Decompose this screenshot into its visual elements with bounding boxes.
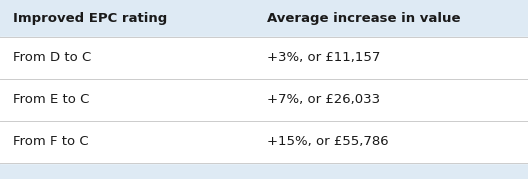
Text: Average increase in value: Average increase in value — [267, 12, 460, 25]
Text: +3%, or £11,157: +3%, or £11,157 — [267, 51, 380, 64]
Bar — [0, 37, 528, 163]
Text: +7%, or £26,033: +7%, or £26,033 — [267, 93, 380, 106]
Text: From D to C: From D to C — [13, 51, 91, 64]
Text: Improved EPC rating: Improved EPC rating — [13, 12, 167, 25]
Bar — [0, 0, 528, 37]
Text: +15%, or £55,786: +15%, or £55,786 — [267, 135, 388, 148]
Bar — [0, 163, 528, 179]
Text: From E to C: From E to C — [13, 93, 90, 106]
Text: From F to C: From F to C — [13, 135, 89, 148]
